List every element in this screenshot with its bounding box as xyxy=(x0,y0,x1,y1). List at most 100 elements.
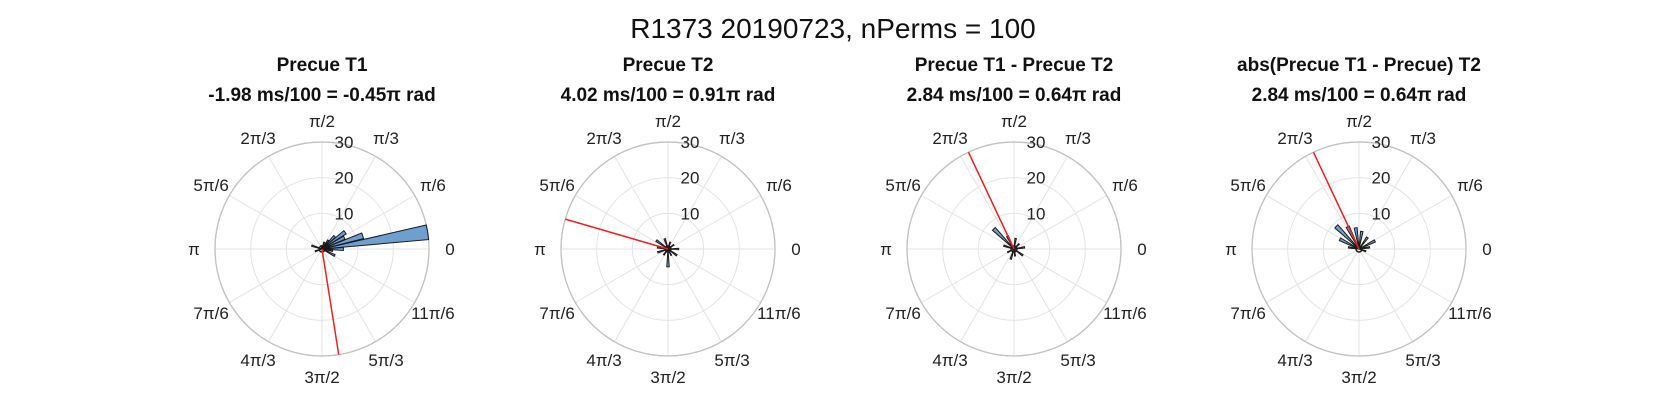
polar-panels: Precue T1 -1.98 ms/100 = -0.45π rad 10 20 30… xyxy=(188,55,1492,387)
histogram-bar xyxy=(1358,248,1367,253)
theta-grid-spoke xyxy=(1013,248,1107,303)
origin-marker xyxy=(1010,245,1018,253)
theta-tick-label: 5π/3 xyxy=(368,351,403,370)
panel-title: Precue T1 xyxy=(277,55,368,76)
observed-phase-line xyxy=(967,151,1015,250)
theta-tick-label: 0 xyxy=(445,240,454,259)
r-tick-label: 30 xyxy=(1027,133,1046,152)
histogram-bar xyxy=(655,239,669,250)
theta-tick-label: 7π/6 xyxy=(193,304,228,323)
theta-grid-spoke xyxy=(667,195,761,250)
theta-tick-label: 2π/3 xyxy=(1277,129,1312,148)
polar-axes-outline xyxy=(214,141,430,357)
theta-tick-label: 2π/3 xyxy=(932,129,967,148)
theta-tick-label: π/6 xyxy=(420,176,446,195)
theta-tick-label: 11π/6 xyxy=(1103,304,1147,323)
theta-tick-label: 3π/2 xyxy=(650,368,685,387)
histogram-bar xyxy=(667,243,675,250)
theta-tick-label: 11π/6 xyxy=(1448,304,1492,323)
theta-grid-spoke xyxy=(1358,156,1413,250)
histogram-bar xyxy=(667,248,673,257)
histogram-bar xyxy=(1338,237,1360,250)
r-tick-label: 10 xyxy=(335,204,354,223)
theta-tick-label: 7π/6 xyxy=(539,304,574,323)
theta-tick-label: π/3 xyxy=(1410,129,1436,148)
theta-tick-label: π/6 xyxy=(766,176,792,195)
theta-tick-label: 7π/6 xyxy=(885,304,920,323)
histogram-bar xyxy=(321,229,347,250)
r-tick-label: 20 xyxy=(335,169,354,188)
polar-panel-3: Precue T1 - Precue T2 2.84 ms/100 = 0.64π… xyxy=(880,55,1147,387)
r-tick-label: 20 xyxy=(1372,169,1391,188)
theta-tick-label: 5π/6 xyxy=(885,176,920,195)
panel-title: Precue T1 - Precue T2 xyxy=(915,55,1114,76)
histogram-bar xyxy=(1006,248,1015,254)
histogram-bar xyxy=(321,224,430,250)
theta-tick-label: π/3 xyxy=(1065,129,1091,148)
histogram-bar xyxy=(667,241,672,250)
theta-grid-spoke xyxy=(1358,248,1452,303)
theta-grid-spoke xyxy=(575,195,669,250)
theta-tick-label: π/2 xyxy=(1001,112,1027,131)
theta-tick-label: 4π/3 xyxy=(1277,351,1312,370)
theta-grid-spoke xyxy=(921,195,1015,250)
histogram-bar xyxy=(1013,242,1021,250)
observed-phase-line xyxy=(321,248,340,355)
theta-tick-label: 3π/2 xyxy=(1341,368,1376,387)
theta-tick-label: π/2 xyxy=(309,112,335,131)
theta-grid-spoke xyxy=(229,248,323,303)
theta-tick-label: 11π/6 xyxy=(757,304,801,323)
theta-grid-spoke xyxy=(614,248,669,342)
r-tick-label: 20 xyxy=(681,169,700,188)
polar-panel-4: abs(Precue T1 - Precue) T2 2.84 ms/100 = … xyxy=(1225,55,1492,387)
theta-tick-label: 4π/3 xyxy=(932,351,967,370)
polar-axes-outline xyxy=(1251,141,1467,357)
r-tick-label: 30 xyxy=(335,133,354,152)
theta-tick-label: 0 xyxy=(1482,240,1491,259)
theta-grid-spoke xyxy=(667,156,722,250)
theta-grid-spoke xyxy=(667,248,761,303)
histogram-bar xyxy=(1358,239,1377,250)
polar-panel-2: Precue T2 4.02 ms/100 = 0.91π rad 10 20 30 0 π… xyxy=(534,55,801,387)
polar-panel-1: Precue T1 -1.98 ms/100 = -0.45π rad 10 20 30… xyxy=(188,55,455,387)
theta-tick-label: π/6 xyxy=(1457,176,1483,195)
theta-tick-label: 5π/6 xyxy=(1230,176,1265,195)
histogram-bar xyxy=(1334,224,1360,250)
theta-tick-label: π/2 xyxy=(655,112,681,131)
histogram-bar xyxy=(321,241,326,250)
histogram-bar xyxy=(321,248,336,258)
theta-tick-label: π/2 xyxy=(1346,112,1372,131)
theta-grid-spoke xyxy=(321,248,415,303)
histogram-bar xyxy=(1358,236,1369,250)
theta-grid-spoke xyxy=(960,248,1015,342)
theta-grid-spoke xyxy=(268,156,323,250)
panel-subtitle: 2.84 ms/100 = 0.64π rad xyxy=(907,85,1122,106)
theta-grid-spoke xyxy=(321,156,376,250)
theta-tick-label: 0 xyxy=(791,240,800,259)
theta-tick-label: 5π/3 xyxy=(714,351,749,370)
theta-tick-label: 5π/3 xyxy=(1060,351,1095,370)
theta-tick-label: 5π/6 xyxy=(193,176,228,195)
r-tick-label: 30 xyxy=(1372,133,1391,152)
r-tick-label: 20 xyxy=(1027,169,1046,188)
panel-subtitle: -1.98 ms/100 = -0.45π rad xyxy=(208,85,435,106)
theta-tick-label: 3π/2 xyxy=(996,368,1031,387)
polar-axes-outline xyxy=(906,141,1122,357)
theta-tick-label: 4π/3 xyxy=(240,351,275,370)
theta-tick-label: π xyxy=(1225,240,1237,259)
panel-title: abs(Precue T1 - Precue) T2 xyxy=(1237,55,1481,76)
theta-grid-spoke xyxy=(960,156,1015,250)
panel-subtitle: 4.02 ms/100 = 0.91π rad xyxy=(561,85,776,106)
origin-marker xyxy=(1355,245,1363,253)
theta-grid-spoke xyxy=(575,248,669,303)
theta-tick-label: 7π/6 xyxy=(1230,304,1265,323)
theta-grid-spoke xyxy=(268,248,323,342)
histogram-bar xyxy=(314,248,323,253)
theta-grid-spoke xyxy=(667,248,722,342)
theta-tick-label: π xyxy=(188,240,200,259)
theta-tick-label: 11π/6 xyxy=(411,304,455,323)
histogram-bar xyxy=(667,247,680,251)
origin-marker xyxy=(664,245,672,253)
